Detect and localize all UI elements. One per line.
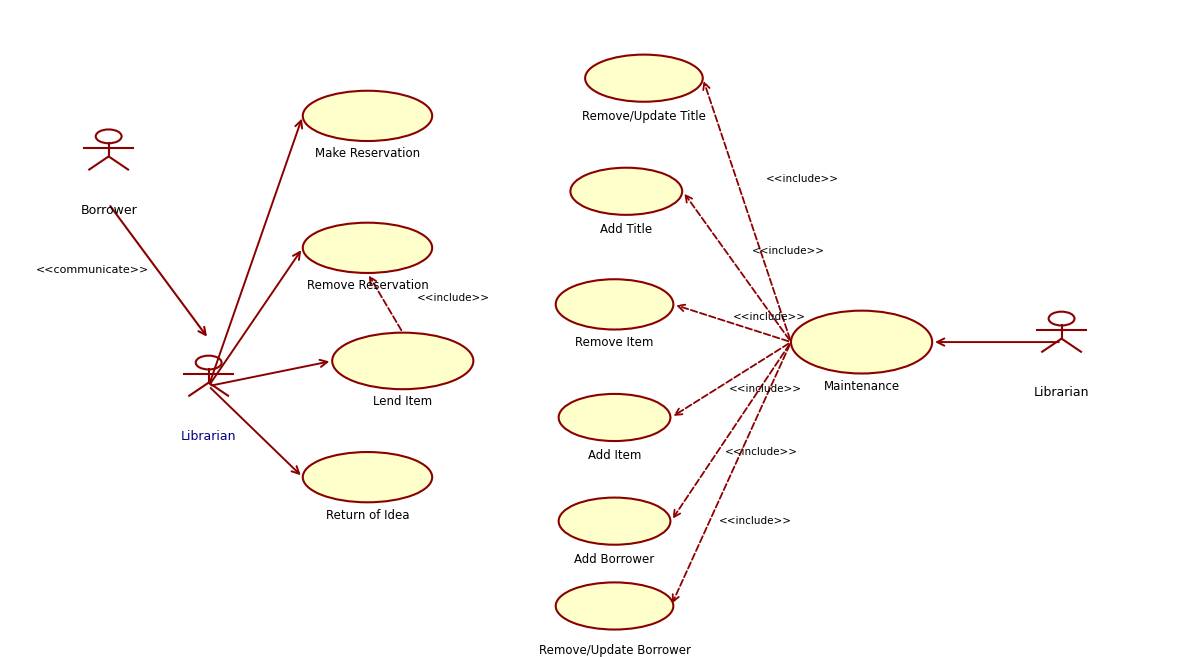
Ellipse shape — [303, 452, 433, 503]
Ellipse shape — [585, 55, 703, 102]
Text: Add Title: Add Title — [600, 223, 652, 236]
Ellipse shape — [556, 279, 674, 330]
Text: <<include>>: <<include>> — [725, 447, 798, 457]
Ellipse shape — [556, 582, 674, 629]
Ellipse shape — [559, 394, 670, 441]
Text: <<include>>: <<include>> — [733, 312, 806, 322]
Text: Add Borrower: Add Borrower — [574, 553, 655, 566]
Ellipse shape — [332, 332, 473, 389]
Text: <<include>>: <<include>> — [752, 246, 825, 256]
Ellipse shape — [303, 91, 433, 141]
Text: <<include>>: <<include>> — [766, 173, 839, 184]
Text: Add Item: Add Item — [587, 449, 641, 462]
Text: Return of Idea: Return of Idea — [326, 509, 409, 522]
Text: <<include>>: <<include>> — [417, 293, 489, 303]
Text: <<communicate>>: <<communicate>> — [35, 265, 149, 275]
Text: <<include>>: <<include>> — [728, 384, 801, 394]
Ellipse shape — [791, 311, 933, 373]
Text: Borrower: Borrower — [80, 204, 137, 217]
Text: Remove Item: Remove Item — [576, 336, 654, 349]
Text: Make Reservation: Make Reservation — [314, 147, 420, 160]
Text: Remove/Update Borrower: Remove/Update Borrower — [539, 644, 690, 656]
Ellipse shape — [571, 168, 682, 215]
Text: Librarian: Librarian — [181, 430, 236, 443]
Ellipse shape — [559, 497, 670, 545]
Ellipse shape — [303, 223, 433, 273]
Text: Librarian: Librarian — [1034, 386, 1090, 399]
Text: <<include>>: <<include>> — [719, 516, 792, 526]
Text: Lend Item: Lend Item — [374, 396, 433, 409]
Text: Maintenance: Maintenance — [824, 380, 900, 393]
Text: Remove/Update Title: Remove/Update Title — [582, 110, 706, 123]
Text: Remove Reservation: Remove Reservation — [306, 279, 428, 292]
